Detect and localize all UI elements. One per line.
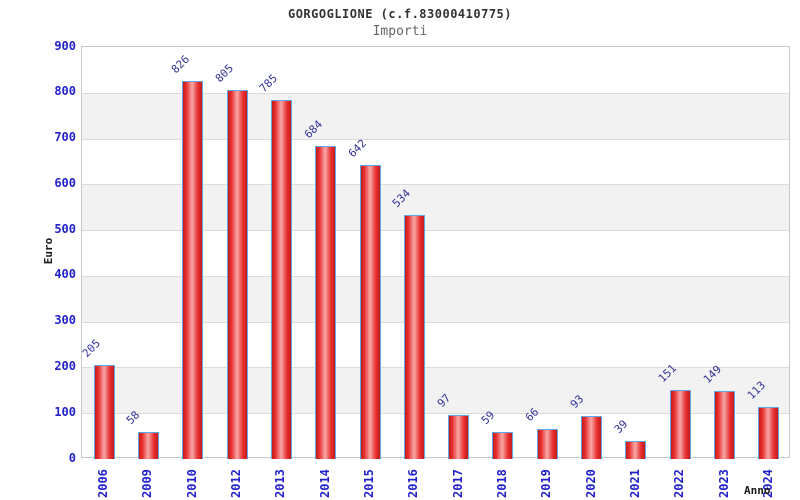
bar [360,165,381,459]
x-tick-label: 2009 [140,469,154,498]
gridline [82,139,789,140]
bar [94,365,115,459]
gridline [82,93,789,94]
bar [714,391,735,459]
y-tick-label: 0 [68,451,76,465]
bar [581,416,602,459]
y-tick-label: 400 [54,267,76,281]
x-tick-label: 2016 [406,469,420,498]
gridline [82,322,789,323]
x-tick-label: 2015 [362,469,376,498]
chart-subtitle: Importi [372,24,428,39]
bar [492,432,513,459]
x-tick-label: 2013 [273,469,287,498]
y-tick-label: 900 [54,39,76,53]
x-tick-label: 2023 [717,469,731,498]
x-tick-label: 2014 [318,469,332,498]
bar [227,90,248,459]
x-tick-label: 2012 [229,469,243,498]
x-tick-label: 2020 [584,469,598,498]
x-tick-label: 2010 [185,469,199,498]
bar [670,390,691,459]
gridline [82,184,789,185]
y-tick-label: 600 [54,176,76,190]
bar [758,407,779,459]
y-tick-label: 800 [54,84,76,98]
bar [625,441,646,459]
bar [271,100,292,459]
x-tick-label: 2022 [672,469,686,498]
y-tick-label: 700 [54,130,76,144]
bar [448,415,469,459]
x-tick-label: 2021 [628,469,642,498]
x-tick-label: 2019 [539,469,553,498]
bar [404,215,425,459]
bar [182,81,203,459]
plot-area [81,46,790,459]
y-axis-title: Euro [42,237,55,265]
x-tick-label: 2006 [96,469,110,498]
gridline [82,276,789,277]
x-axis-title: Anno [744,484,771,497]
y-tick-label: 100 [54,405,76,419]
y-tick-label: 200 [54,359,76,373]
gridline [82,230,789,231]
bar [537,429,558,459]
chart-title: GORGOGLIONE (c.f.83000410775) [287,7,512,21]
bar [315,146,336,459]
bar [138,432,159,459]
x-tick-label: 2018 [495,469,509,498]
gridline [82,367,789,368]
gridline [82,413,789,414]
y-tick-label: 300 [54,313,76,327]
y-tick-label: 500 [54,222,76,236]
x-tick-label: 2017 [451,469,465,498]
